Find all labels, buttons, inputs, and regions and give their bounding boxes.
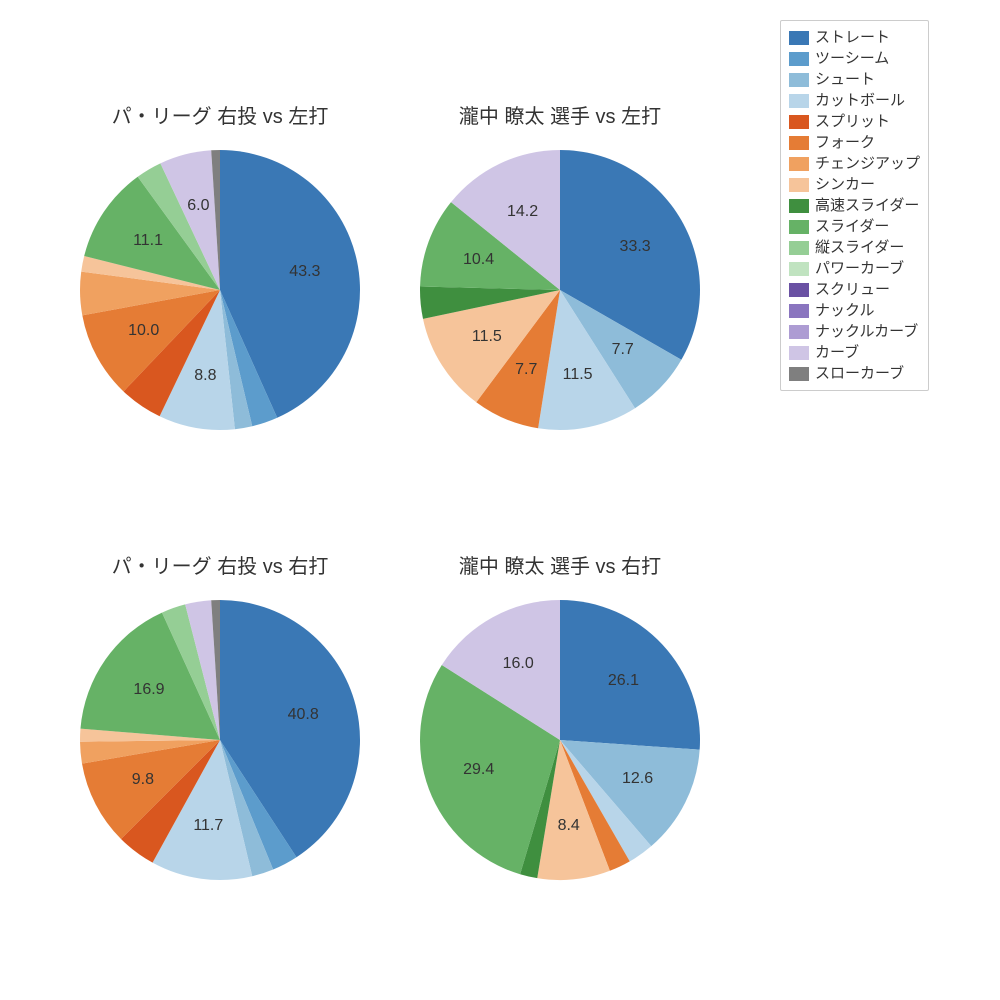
chart-title: 瀧中 瞭太 選手 vs 右打: [459, 550, 661, 579]
pie-wrap: [418, 598, 702, 882]
legend-label: ナックルカーブ: [815, 321, 918, 342]
legend-item: ストレート: [789, 27, 920, 48]
pie-wrap: [78, 148, 362, 432]
pie-chart: [418, 148, 702, 432]
chart-title: パ・リーグ 右投 vs 左打: [112, 100, 329, 129]
legend-swatch: [789, 241, 809, 255]
legend-swatch: [789, 346, 809, 360]
legend-item: シンカー: [789, 174, 920, 195]
legend-label: ツーシーム: [815, 48, 889, 69]
legend-item: 高速スライダー: [789, 195, 920, 216]
chart-stage: パ・リーグ 右投 vs 左打43.38.810.011.16.0瀧中 瞭太 選手…: [0, 0, 1000, 1000]
legend-label: カットボール: [815, 90, 905, 111]
legend-label: スプリット: [815, 111, 890, 132]
legend-label: スローカーブ: [815, 363, 904, 384]
legend-item: スプリット: [789, 111, 920, 132]
legend-label: パワーカーブ: [815, 258, 904, 279]
legend-label: 高速スライダー: [815, 195, 919, 216]
legend-item: ナックル: [789, 300, 920, 321]
legend-swatch: [789, 262, 809, 276]
legend-label: フォーク: [815, 132, 875, 153]
legend-label: ナックル: [815, 300, 875, 321]
legend-label: スクリュー: [815, 279, 890, 300]
legend-item: スローカーブ: [789, 363, 920, 384]
legend-item: フォーク: [789, 132, 920, 153]
pie-chart: [78, 148, 362, 432]
legend-swatch: [789, 220, 809, 234]
legend-swatch: [789, 31, 809, 45]
legend-item: シュート: [789, 69, 920, 90]
pie-chart: [78, 598, 362, 882]
legend-swatch: [789, 178, 809, 192]
legend-swatch: [789, 136, 809, 150]
legend-swatch: [789, 199, 809, 213]
legend-item: カーブ: [789, 342, 920, 363]
legend-swatch: [789, 115, 809, 129]
legend-swatch: [789, 325, 809, 339]
legend-item: パワーカーブ: [789, 258, 920, 279]
legend-label: スライダー: [815, 216, 889, 237]
legend-item: 縦スライダー: [789, 237, 920, 258]
legend-item: チェンジアップ: [789, 153, 920, 174]
legend-label: ストレート: [815, 27, 890, 48]
pie-slice: [560, 600, 700, 750]
pie-chart: [418, 598, 702, 882]
chart-title: パ・リーグ 右投 vs 右打: [112, 550, 329, 579]
legend-item: スライダー: [789, 216, 920, 237]
legend: ストレートツーシームシュートカットボールスプリットフォークチェンジアップシンカー…: [780, 20, 929, 391]
legend-label: シュート: [815, 69, 875, 90]
legend-label: 縦スライダー: [815, 237, 904, 258]
legend-swatch: [789, 304, 809, 318]
pie-wrap: [418, 148, 702, 432]
pie-wrap: [78, 598, 362, 882]
legend-item: スクリュー: [789, 279, 920, 300]
legend-label: チェンジアップ: [815, 153, 920, 174]
legend-swatch: [789, 283, 809, 297]
legend-swatch: [789, 73, 809, 87]
legend-label: カーブ: [815, 342, 859, 363]
legend-swatch: [789, 94, 809, 108]
legend-item: ツーシーム: [789, 48, 920, 69]
chart-title: 瀧中 瞭太 選手 vs 左打: [459, 100, 661, 129]
legend-label: シンカー: [815, 174, 875, 195]
legend-swatch: [789, 52, 809, 66]
legend-swatch: [789, 157, 809, 171]
legend-item: カットボール: [789, 90, 920, 111]
legend-item: ナックルカーブ: [789, 321, 920, 342]
legend-swatch: [789, 367, 809, 381]
